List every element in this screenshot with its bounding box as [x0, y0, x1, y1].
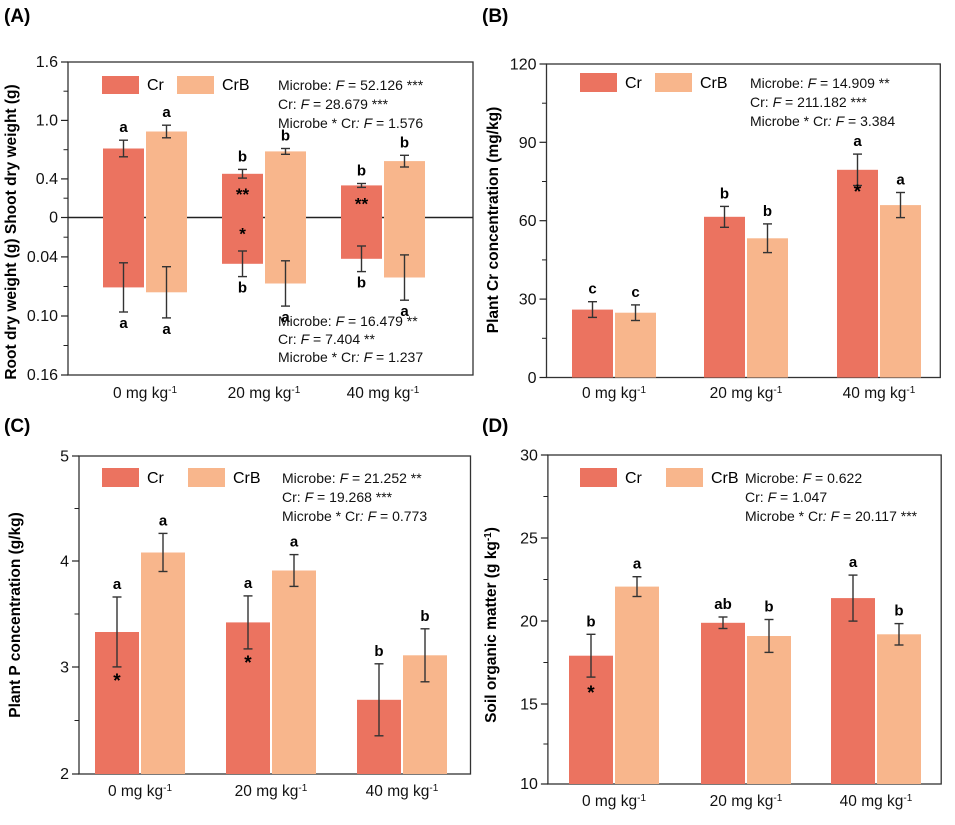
svg-text:**: ** [236, 185, 250, 204]
svg-text:b: b [238, 280, 247, 297]
svg-text:c: c [588, 281, 596, 298]
svg-text:c: c [631, 284, 639, 301]
svg-text:0: 0 [528, 370, 537, 387]
svg-text:10: 10 [520, 776, 538, 793]
svg-text:60: 60 [519, 213, 537, 230]
svg-text:Plant P concentration (g/kg): Plant P concentration (g/kg) [7, 512, 24, 718]
svg-text:CrB: CrB [711, 470, 739, 487]
svg-text:0.04: 0.04 [27, 249, 58, 266]
svg-text:Microbe * Cr: F = 1.576: Microbe * Cr: F = 1.576 [278, 115, 423, 131]
svg-text:0.4: 0.4 [36, 171, 58, 188]
svg-text:40 mg kg-1: 40 mg kg-1 [843, 385, 916, 403]
svg-text:*: * [113, 671, 121, 692]
svg-text:Microbe: F = 16.479 **: Microbe: F = 16.479 ** [278, 313, 418, 329]
svg-text:Root dry weight (g) Shoot dry: Root dry weight (g) Shoot dry weight (g) [3, 84, 20, 379]
svg-text:Cr: Cr [147, 77, 165, 94]
svg-text:Microbe * Cr: F = 20.117 ***: Microbe * Cr: F = 20.117 *** [745, 508, 918, 524]
svg-text:a: a [633, 556, 642, 573]
svg-text:Cr: F = 28.679 ***: Cr: F = 28.679 *** [278, 96, 389, 112]
svg-text:*: * [244, 653, 252, 674]
svg-text:b: b [357, 275, 366, 292]
svg-text:Cr: F = 211.182 ***: Cr: F = 211.182 *** [750, 94, 867, 110]
svg-text:30: 30 [520, 448, 538, 465]
svg-text:b: b [894, 603, 903, 620]
svg-text:20 mg kg-1: 20 mg kg-1 [710, 385, 783, 403]
svg-text:(B): (B) [482, 6, 508, 27]
svg-text:*: * [587, 683, 595, 704]
svg-text:30: 30 [519, 292, 537, 309]
svg-text:Soil organic matter (g kg-1): Soil organic matter (g kg-1) [483, 527, 501, 723]
svg-text:CrB: CrB [222, 77, 250, 94]
svg-text:**: ** [355, 194, 369, 213]
svg-text:*: * [239, 225, 246, 244]
svg-text:40 mg kg-1: 40 mg kg-1 [347, 385, 420, 403]
svg-text:b: b [763, 203, 772, 220]
svg-text:Microbe * Cr: F = 3.384: Microbe * Cr: F = 3.384 [750, 113, 895, 129]
svg-text:Plant Cr concentration (mg/kg): Plant Cr concentration (mg/kg) [485, 107, 502, 334]
svg-text:CrB: CrB [700, 75, 728, 92]
svg-text:0.16: 0.16 [27, 367, 58, 384]
svg-text:a: a [159, 512, 168, 529]
svg-text:1.6: 1.6 [36, 54, 58, 71]
svg-text:b: b [586, 613, 595, 630]
svg-text:b: b [720, 185, 729, 202]
svg-text:25: 25 [520, 531, 538, 548]
svg-text:a: a [119, 315, 128, 332]
svg-text:b: b [357, 163, 366, 180]
svg-text:4: 4 [60, 554, 69, 571]
svg-text:0 mg kg-1: 0 mg kg-1 [108, 783, 172, 801]
svg-text:2: 2 [60, 766, 69, 783]
svg-text:Microbe: F = 21.252 **: Microbe: F = 21.252 ** [282, 470, 422, 486]
svg-text:a: a [162, 321, 171, 338]
svg-text:b: b [400, 134, 409, 151]
svg-text:a: a [853, 133, 862, 150]
svg-text:5: 5 [60, 449, 69, 466]
svg-text:120: 120 [510, 57, 537, 74]
svg-text:40 mg kg-1: 40 mg kg-1 [366, 783, 439, 801]
svg-text:b: b [420, 608, 429, 625]
svg-text:CrB: CrB [233, 470, 261, 487]
svg-text:0 mg kg-1: 0 mg kg-1 [582, 385, 646, 403]
svg-text:0: 0 [49, 210, 58, 227]
svg-text:b: b [764, 599, 773, 616]
svg-text:1.0: 1.0 [36, 112, 58, 129]
svg-text:ab: ab [714, 596, 732, 613]
svg-text:Microbe: F = 0.622: Microbe: F = 0.622 [745, 470, 862, 486]
svg-text:Cr: F = 1.047: Cr: F = 1.047 [745, 489, 827, 505]
svg-text:0 mg kg-1: 0 mg kg-1 [113, 385, 177, 403]
svg-text:Microbe: F = 52.126 ***: Microbe: F = 52.126 *** [278, 77, 424, 93]
svg-text:a: a [896, 172, 905, 189]
svg-text:Cr: Cr [625, 470, 643, 487]
svg-text:Cr: F = 7.404 **: Cr: F = 7.404 ** [278, 331, 375, 347]
svg-text:a: a [113, 576, 122, 593]
svg-text:40 mg kg-1: 40 mg kg-1 [840, 793, 913, 811]
svg-text:b: b [374, 643, 383, 660]
svg-text:Cr: Cr [147, 470, 165, 487]
svg-text:(D): (D) [482, 416, 508, 437]
svg-text:(C): (C) [4, 416, 30, 437]
svg-text:Microbe * Cr: F = 0.773: Microbe * Cr: F = 0.773 [282, 508, 427, 524]
svg-text:b: b [238, 148, 247, 165]
svg-text:a: a [119, 119, 128, 136]
svg-text:Cr: F = 19.268 ***: Cr: F = 19.268 *** [282, 489, 393, 505]
svg-text:*: * [854, 182, 862, 203]
svg-text:a: a [162, 104, 171, 121]
svg-text:90: 90 [519, 135, 537, 152]
svg-text:(A): (A) [4, 6, 30, 27]
svg-text:20 mg kg-1: 20 mg kg-1 [235, 783, 308, 801]
svg-text:a: a [849, 554, 858, 571]
svg-text:20 mg kg-1: 20 mg kg-1 [228, 385, 301, 403]
svg-text:Microbe: F = 14.909 **: Microbe: F = 14.909 ** [750, 75, 890, 91]
svg-text:15: 15 [520, 697, 538, 714]
svg-text:Microbe * Cr: F = 1.237: Microbe * Cr: F = 1.237 [278, 349, 423, 365]
svg-text:a: a [244, 575, 253, 592]
svg-text:20 mg kg-1: 20 mg kg-1 [710, 793, 783, 811]
svg-text:3: 3 [60, 660, 69, 677]
svg-text:0 mg kg-1: 0 mg kg-1 [582, 793, 646, 811]
svg-text:a: a [290, 534, 299, 551]
svg-text:20: 20 [520, 614, 538, 631]
svg-text:Cr: Cr [625, 75, 643, 92]
svg-text:0.10: 0.10 [27, 308, 58, 325]
